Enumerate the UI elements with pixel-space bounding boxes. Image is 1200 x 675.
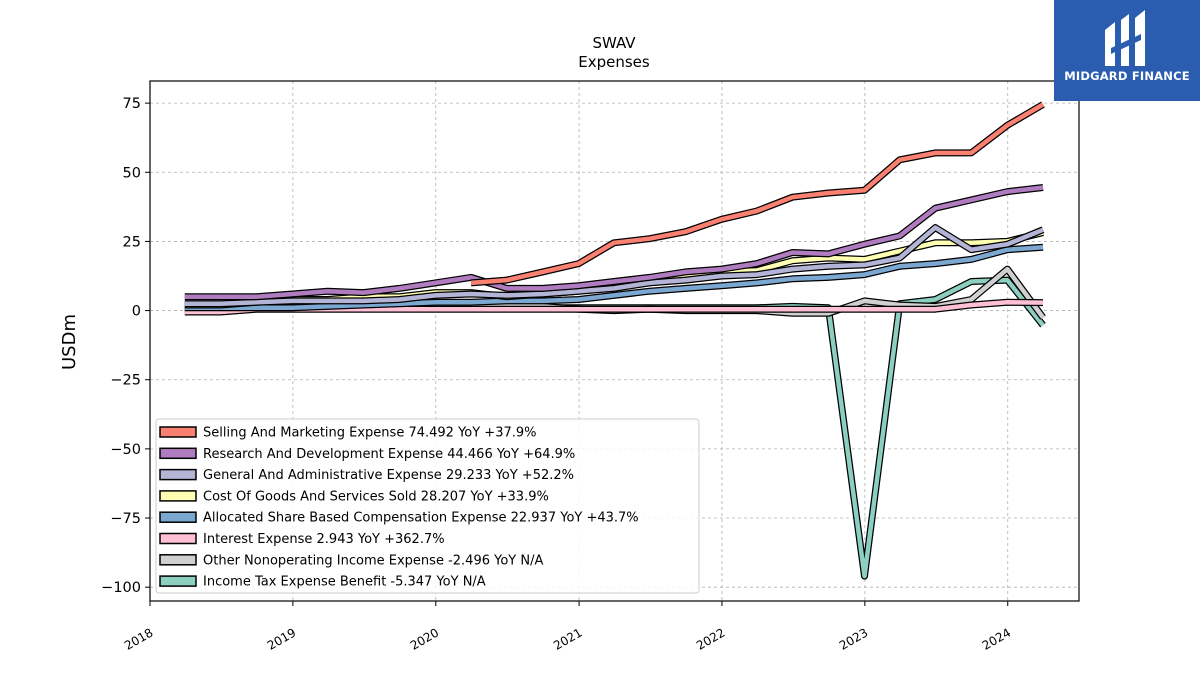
legend-swatch-income-tax-expense-benefit [159, 575, 197, 587]
series-line-general-and-administrative-expense [184, 225, 1044, 306]
legend-label-other-nonoperating-income-expense: Other Nonoperating Income Expense -2.496… [203, 553, 543, 568]
series-outline-selling-and-marketing-expense [470, 101, 1045, 287]
y-tick-label: 0 [132, 304, 141, 320]
x-tick-label: 2022 [694, 625, 727, 652]
legend-swatch-selling-and-marketing-expense [159, 426, 197, 438]
legend-swatch-other-nonoperating-income-expense [159, 554, 197, 566]
legend-label-allocated-share-based-compensation-expense: Allocated Share Based Compensation Expen… [203, 511, 639, 526]
series-line-research-and-development-expense [184, 185, 1044, 299]
legend-label-selling-and-marketing-expense: Selling And Marketing Expense 74.492 YoY… [203, 426, 537, 441]
chart-title: SWAV [592, 34, 636, 52]
legend-swatch-allocated-share-based-compensation-expense [159, 511, 197, 523]
legend-swatch-general-and-administrative-expense [159, 468, 197, 481]
series-line-selling-and-marketing-expense [470, 102, 1045, 286]
x-tick-label: 2023 [837, 625, 870, 652]
x-tick-label: 2019 [265, 625, 298, 652]
legend-label-cost-of-goods-and-services-sold: Cost Of Goods And Services Sold 28.207 Y… [203, 489, 549, 504]
legend: Selling And Marketing Expense 74.492 YoY… [155, 418, 700, 594]
y-axis-label: USDm [59, 314, 80, 370]
brand-logo: MIDGARD FINANCE [1054, 0, 1200, 101]
chart-subtitle: Expenses [578, 53, 650, 71]
y-tick-label: −25 [110, 373, 141, 389]
legend-label-income-tax-expense-benefit: Income Tax Expense Benefit -5.347 YoY N/… [203, 575, 486, 590]
legend-label-research-and-development-expense: Research And Development Expense 44.466 … [203, 447, 575, 462]
series-layer [184, 101, 1046, 580]
x-tick-label: 2018 [122, 625, 155, 652]
y-tick-label: 50 [123, 165, 141, 181]
x-tick-label: 2020 [408, 625, 441, 652]
plot-frame [149, 80, 1080, 602]
legend-label-interest-expense: Interest Expense 2.943 YoY +362.7% [203, 532, 445, 547]
y-tick-label: −100 [101, 580, 141, 596]
y-tick-label: −50 [110, 442, 141, 458]
legend-label-general-and-administrative-expense: General And Administrative Expense 29.23… [203, 468, 574, 483]
midgard-logo-icon [1105, 10, 1145, 66]
legend-swatch-cost-of-goods-and-services-sold [159, 490, 197, 502]
y-tick-label: −75 [110, 511, 141, 527]
x-tick-label: 2024 [980, 625, 1013, 652]
y-tick-label: 25 [123, 234, 141, 250]
y-tick-label: 75 [123, 96, 141, 112]
legend-swatch-research-and-development-expense [159, 447, 197, 460]
x-tick-label: 2021 [551, 625, 584, 652]
legend-box [155, 418, 700, 594]
series-line-allocated-share-based-compensation-expense [184, 244, 1044, 311]
brand-name: MIDGARD FINANCE [1064, 69, 1190, 83]
legend-swatch-interest-expense [159, 532, 197, 545]
